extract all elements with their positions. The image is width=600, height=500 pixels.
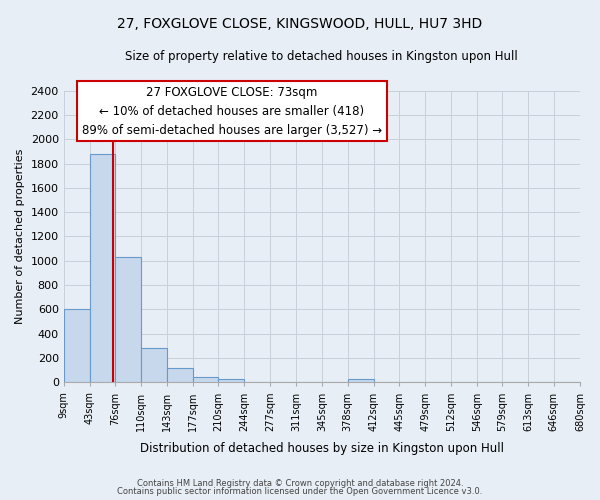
Bar — [64, 310, 90, 382]
Bar — [347, 380, 374, 382]
Y-axis label: Number of detached properties: Number of detached properties — [15, 149, 25, 324]
Bar — [115, 257, 142, 382]
Text: Contains HM Land Registry data © Crown copyright and database right 2024.: Contains HM Land Registry data © Crown c… — [137, 478, 463, 488]
Text: Contains public sector information licensed under the Open Government Licence v3: Contains public sector information licen… — [118, 487, 482, 496]
Bar — [218, 380, 244, 382]
Bar — [167, 368, 193, 382]
Title: Size of property relative to detached houses in Kingston upon Hull: Size of property relative to detached ho… — [125, 50, 518, 63]
Bar — [142, 348, 167, 382]
Text: 27, FOXGLOVE CLOSE, KINGSWOOD, HULL, HU7 3HD: 27, FOXGLOVE CLOSE, KINGSWOOD, HULL, HU7… — [118, 18, 482, 32]
Bar — [90, 154, 115, 382]
Bar — [193, 377, 218, 382]
Text: 27 FOXGLOVE CLOSE: 73sqm
← 10% of detached houses are smaller (418)
89% of semi-: 27 FOXGLOVE CLOSE: 73sqm ← 10% of detach… — [82, 86, 382, 136]
X-axis label: Distribution of detached houses by size in Kingston upon Hull: Distribution of detached houses by size … — [140, 442, 504, 455]
